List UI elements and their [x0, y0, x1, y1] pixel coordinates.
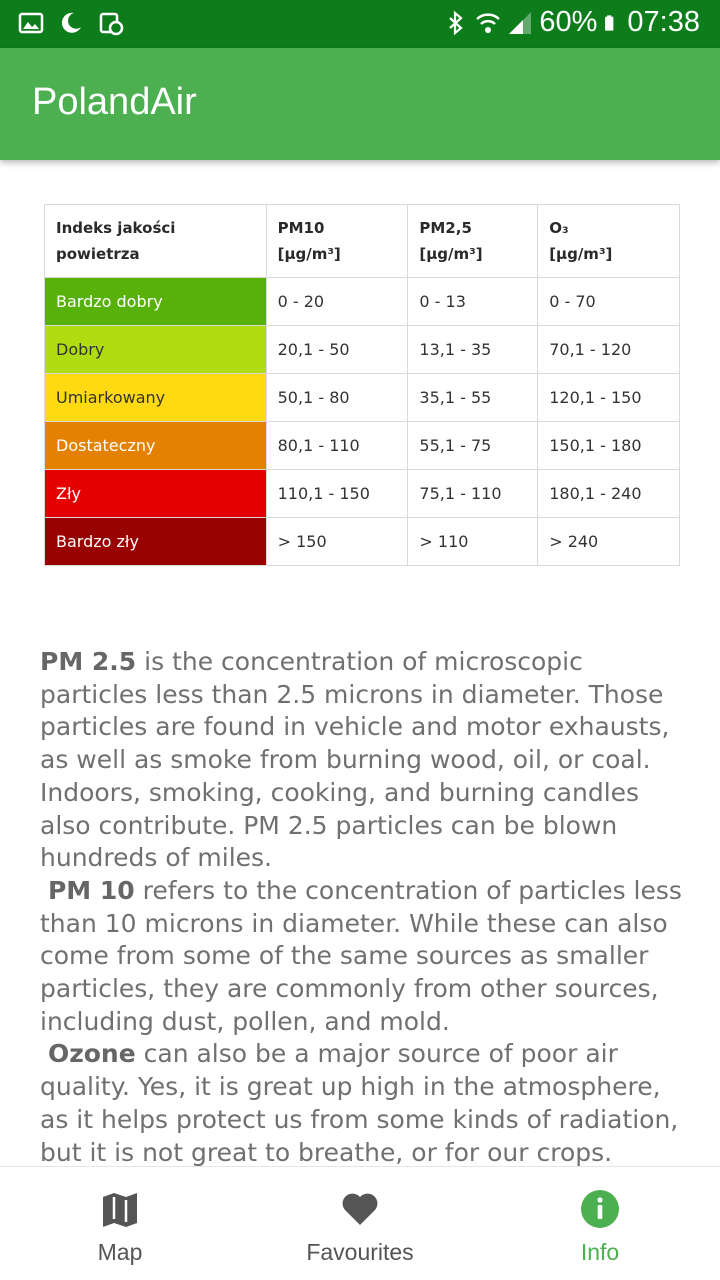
battery-percent: 60% [539, 6, 598, 38]
bottom-navigation: Map Favourites Info [0, 1166, 720, 1280]
clock: 07:38 [627, 6, 700, 38]
quality-level-cell: Dobry [44, 325, 267, 374]
bluetooth-icon [449, 10, 464, 35]
battery-icon [605, 14, 614, 31]
header-index: Indeks jakości powietrza [44, 204, 267, 278]
pm10-cell: 110,1 - 150 [265, 469, 409, 518]
pm10-cell: 20,1 - 50 [265, 325, 409, 374]
header-pm25: PM2,5 [µg/m³] [407, 204, 539, 278]
app-title: PolandAir [32, 81, 197, 123]
quality-level-cell: Zły [44, 469, 267, 518]
pm10-cell: 0 - 20 [265, 277, 409, 326]
ozone-text: can also be a major source of poor air q… [40, 1039, 679, 1166]
o3-cell: 0 - 70 [537, 277, 680, 326]
info-icon [581, 1190, 619, 1228]
o3-cell: 120,1 - 150 [537, 373, 680, 422]
air-quality-table: Indeks jakości powietrza PM10 [µg/m³] PM2,… [44, 204, 680, 566]
nav-map[interactable]: Map [0, 1167, 240, 1280]
heart-icon [342, 1193, 378, 1225]
wifi-icon [476, 12, 501, 33]
quality-level-cell: Umiarkowany [44, 373, 267, 422]
info-content[interactable]: Indeks jakości powietrza PM10 [µg/m³] PM2,… [0, 160, 720, 1166]
pm10-cell: 50,1 - 80 [265, 373, 409, 422]
app-bar: PolandAir [0, 48, 720, 160]
pm10-term: PM 10 [47, 875, 135, 905]
nav-info-label: Info [580, 1239, 620, 1265]
map-icon [103, 1193, 137, 1227]
sync-icon [99, 12, 124, 36]
pollutant-description: PM 2.5 is the concentration of microscop… [40, 646, 690, 1166]
nav-favourites-label: Favourites [306, 1239, 414, 1265]
signal-icon [509, 11, 532, 34]
pm25-cell: 0 - 13 [407, 277, 539, 326]
pm10-cell: 80,1 - 110 [265, 421, 409, 470]
quality-level-cell: Dostateczny [44, 421, 267, 470]
nav-favourites[interactable]: Favourites [240, 1167, 480, 1280]
o3-cell: 150,1 - 180 [537, 421, 680, 470]
quality-level-cell: Bardzo zły [44, 517, 267, 566]
pm25-text: is the concentration of microscopic part… [40, 647, 670, 873]
pm10-cell: > 150 [265, 517, 409, 566]
pm25-cell: 35,1 - 55 [407, 373, 539, 422]
o3-cell: 70,1 - 120 [537, 325, 680, 374]
pm25-term: PM 2.5 [40, 647, 137, 676]
header-o3: O₃ [µg/m³] [537, 204, 680, 278]
table-row: Umiarkowany 50,1 - 80 35,1 - 55 120,1 - … [44, 373, 680, 422]
header-pm10: PM10 [µg/m³] [265, 204, 409, 278]
quality-level-cell: Bardzo dobry [44, 277, 267, 326]
pm25-cell: > 110 [407, 517, 539, 566]
pm10-text: refers to the concentration of particles… [40, 875, 682, 1036]
pm25-cell: 13,1 - 35 [407, 325, 539, 374]
pm25-cell: 55,1 - 75 [407, 421, 539, 470]
table-row: Dostateczny 80,1 - 110 55,1 - 75 150,1 -… [44, 421, 680, 470]
nav-map-label: Map [97, 1239, 143, 1265]
table-row: Dobry 20,1 - 50 13,1 - 35 70,1 - 120 [44, 325, 680, 374]
image-icon [18, 12, 44, 34]
moon-icon [61, 12, 81, 33]
o3-cell: 180,1 - 240 [537, 469, 680, 518]
table-row: Bardzo zły > 150 > 110 > 240 [44, 517, 680, 566]
table-row: Zły 110,1 - 150 75,1 - 110 180,1 - 240 [44, 469, 680, 518]
status-bar: 60% 07:38 [0, 0, 720, 48]
table-row: Bardzo dobry 0 - 20 0 - 13 0 - 70 [44, 277, 680, 326]
o3-cell: > 240 [537, 517, 680, 566]
nav-info[interactable]: Info [480, 1167, 720, 1280]
pm25-cell: 75,1 - 110 [407, 469, 539, 518]
ozone-term: Ozone [47, 1039, 136, 1069]
table-header-row: Indeks jakości powietrza PM10 [µg/m³] PM2,… [44, 204, 680, 278]
